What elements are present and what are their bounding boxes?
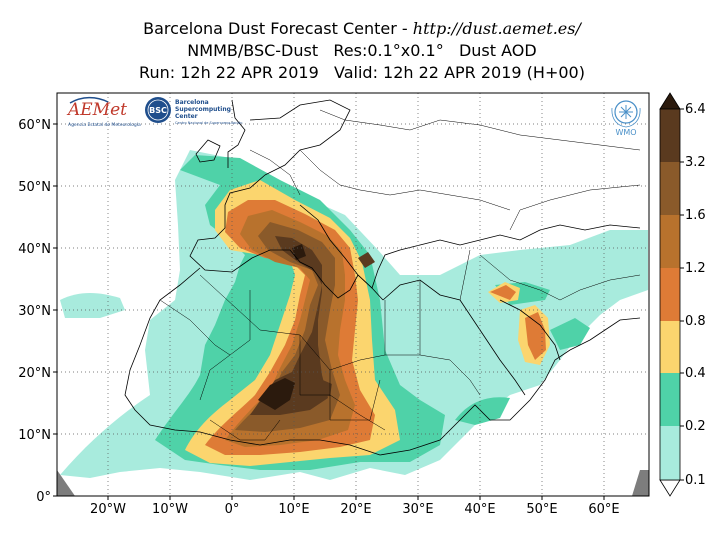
colorbar-extend-over — [659, 92, 681, 110]
colorbar-label: 1.6 — [685, 208, 706, 223]
lon-label: 40°E — [464, 502, 495, 517]
lon-label: 10°E — [278, 502, 309, 517]
title-line-3: Run: 12h 22 APR 2019 Valid: 12h 22 APR 2… — [139, 63, 585, 82]
lat-label: 30°N — [18, 304, 51, 319]
bsc-logo-mark: BSC — [149, 106, 167, 115]
colorbar-segment — [660, 321, 680, 373]
lon-label: 50°E — [526, 502, 557, 517]
lon-label: 60°E — [588, 502, 619, 517]
lat-label: 0° — [36, 490, 51, 505]
dust-map — [57, 93, 649, 496]
colorbar-label: 3.2 — [685, 155, 706, 170]
svg-text:Supercomputing: Supercomputing — [175, 106, 231, 113]
colorbar-extend-under — [659, 479, 681, 497]
lon-label: 30°E — [402, 502, 433, 517]
bsc-logo: BSC Barcelona Supercomputing Center Cent… — [145, 97, 242, 125]
colorbar-label: 1.2 — [685, 261, 706, 276]
lon-label: 10°W — [152, 502, 188, 517]
colorbar-label: 6.4 — [685, 102, 706, 117]
colorbar-segment — [660, 109, 680, 162]
lat-label: 50°N — [18, 180, 51, 195]
colorbar-segment — [660, 215, 680, 268]
lon-label: 20°E — [340, 502, 371, 517]
map-frame — [56, 92, 650, 497]
colorbar-segment — [660, 426, 680, 480]
wmo-logo-text: WMO — [615, 128, 636, 137]
longitude-labels: 20°W 10°W 0° 10°E 20°E 30°E 40°E 50°E 60… — [90, 502, 620, 517]
lon-label: 0° — [225, 502, 240, 517]
colorbar: 0.1 0.2 0.4 0.8 1.2 1.6 3.2 6.4 — [659, 92, 706, 497]
wmo-logo: WMO — [611, 100, 641, 137]
svg-text:Center: Center — [175, 113, 198, 120]
lat-label: 20°N — [18, 366, 51, 381]
aemet-logo-subtext: Agencia Estatal de Meteorología — [68, 121, 141, 128]
aemet-logo-text: AEMet — [66, 100, 127, 120]
lon-label: 20°W — [90, 502, 126, 517]
svg-text:Centro Nacional de Supercomput: Centro Nacional de Supercomputación — [175, 121, 242, 125]
aod-field-3.2 — [250, 236, 375, 415]
lat-label: 10°N — [18, 428, 51, 443]
colorbar-segment — [660, 268, 680, 321]
colorbar-segment — [660, 162, 680, 215]
colorbar-label: 0.4 — [685, 366, 706, 381]
lat-label: 40°N — [18, 242, 51, 257]
latitude-labels: 0° 10°N 20°N 30°N 40°N 50°N 60°N — [18, 118, 51, 505]
gridlines — [57, 93, 649, 496]
colorbar-label: 0.8 — [685, 314, 706, 329]
title-line-2: NMMB/BSC-Dust Res:0.1°x0.1° Dust AOD — [187, 41, 537, 60]
title-line-1: Barcelona Dust Forecast Center - http://… — [143, 19, 581, 38]
colorbar-segment — [660, 373, 680, 426]
country-borders — [159, 109, 641, 441]
lat-label: 60°N — [18, 118, 51, 133]
aemet-logo: AEMet Agencia Estatal de Meteorología — [66, 96, 141, 128]
colorbar-label: 0.2 — [685, 419, 706, 434]
colorbar-label: 0.1 — [685, 473, 706, 488]
axis-ticks — [53, 123, 605, 500]
svg-text:Barcelona: Barcelona — [175, 99, 209, 106]
